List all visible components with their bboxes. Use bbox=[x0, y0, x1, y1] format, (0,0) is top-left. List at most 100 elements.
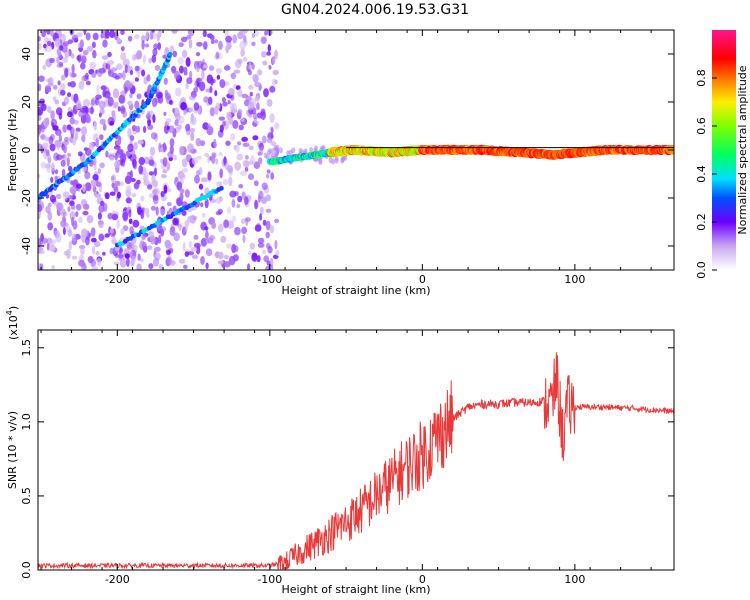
spectral-noise-blob bbox=[113, 261, 120, 266]
spectral-noise-blob bbox=[173, 232, 180, 242]
spectral-noise-blob bbox=[216, 74, 221, 80]
spectral-noise-blob bbox=[178, 42, 184, 48]
spectral-noise-blob bbox=[132, 219, 140, 228]
spectral-noise-blob bbox=[91, 265, 98, 270]
spectral-noise-blob bbox=[155, 206, 159, 216]
spectral-noise-blob bbox=[247, 263, 251, 270]
spectral-noise-blob bbox=[215, 67, 223, 74]
spectral-noise-blob bbox=[253, 161, 261, 169]
spectral-noise-blob bbox=[47, 211, 53, 221]
spectral-noise-blob bbox=[63, 96, 70, 105]
spectral-noise-blob bbox=[53, 229, 60, 239]
spectral-noise-blob bbox=[260, 111, 267, 120]
spectral-noise-blob bbox=[209, 35, 215, 40]
spectral-noise-blob bbox=[91, 237, 97, 243]
spectral-noise-blob bbox=[122, 211, 129, 222]
spectral-noise-blob bbox=[179, 188, 185, 194]
spectral-noise-blob bbox=[225, 140, 231, 146]
spectral-noise-blob bbox=[116, 140, 121, 146]
spectral-noise-blob bbox=[188, 107, 194, 113]
spectral-noise-blob bbox=[67, 82, 72, 87]
spectral-noise-blob bbox=[63, 250, 69, 256]
snr-multiplier-exp: 4 bbox=[5, 310, 14, 315]
spectral-noise-blob bbox=[38, 174, 41, 179]
spectral-noise-blob bbox=[247, 160, 255, 165]
spectral-noise-blob bbox=[158, 92, 162, 98]
spectral-noise-blob bbox=[39, 98, 46, 105]
spectral-noise-blob bbox=[217, 260, 224, 265]
spectral-noise-blob bbox=[110, 228, 114, 234]
spectral-noise-blob bbox=[207, 155, 211, 164]
spectral-noise-blob bbox=[218, 116, 225, 121]
spectral-noise-blob bbox=[134, 34, 140, 40]
spectral-noise-blob bbox=[260, 196, 268, 204]
spectral-noise-blob bbox=[56, 131, 61, 136]
colorbar bbox=[712, 30, 736, 270]
spectral-noise-blob bbox=[120, 105, 126, 114]
spectral-noise-blob bbox=[185, 82, 189, 90]
spectral-noise-blob bbox=[207, 123, 212, 131]
spectral-noise-blob bbox=[251, 32, 256, 39]
spectral-noise-blob bbox=[47, 202, 52, 208]
spectral-noise-blob bbox=[165, 92, 171, 101]
spectral-noise-blob bbox=[213, 105, 219, 115]
spectral-noise-blob bbox=[236, 153, 244, 161]
spectral-noise-blob bbox=[38, 143, 43, 150]
spectral-noise-blob bbox=[120, 228, 125, 235]
snr-y-label: SNR (10 * v/v) bbox=[6, 411, 19, 489]
spectral-noise-blob bbox=[191, 157, 198, 165]
spectral-noise-blob bbox=[231, 198, 236, 208]
spectral-noise-blob bbox=[89, 61, 97, 70]
spectral-noise-blob bbox=[113, 145, 121, 150]
spectral-noise-blob bbox=[64, 136, 69, 143]
spectral-noise-blob bbox=[45, 117, 50, 125]
spectral-noise-blob bbox=[241, 136, 249, 142]
spectral-noise-blob bbox=[242, 142, 250, 147]
spectral-noise-blob bbox=[74, 130, 79, 141]
spectral-noise-blob bbox=[66, 157, 70, 167]
spectral-noise-blob bbox=[83, 30, 87, 36]
spectral-noise-blob bbox=[137, 139, 144, 145]
spectral-noise-blob bbox=[53, 84, 58, 90]
spectral-noise-blob bbox=[45, 45, 52, 53]
spectral-noise-blob bbox=[82, 50, 89, 56]
spectral-noise-blob bbox=[226, 243, 232, 249]
spectral-noise-blob bbox=[272, 69, 279, 76]
spectral-noise-blob bbox=[46, 163, 51, 174]
spectral-noise-blob bbox=[50, 239, 57, 245]
spectral-noise-blob bbox=[85, 72, 89, 80]
spectral-noise-blob bbox=[136, 263, 142, 270]
spectral-noise-blob bbox=[178, 225, 182, 231]
spectral-noise-blob bbox=[68, 240, 73, 250]
spectral-noise-blob bbox=[223, 65, 231, 71]
spectral-noise-blob bbox=[227, 165, 233, 174]
spectral-noise-blob bbox=[49, 143, 56, 152]
spectral-noise-blob bbox=[188, 240, 193, 249]
spectral-noise-blob bbox=[51, 265, 56, 270]
colorbar-tick-label: 0.4 bbox=[695, 165, 708, 183]
spectral-noise-blob bbox=[53, 34, 58, 39]
spectral-noise-blob bbox=[254, 224, 262, 232]
colorbar-tick-label: 0.8 bbox=[695, 69, 708, 87]
spectral-noise-blob bbox=[235, 145, 240, 153]
spectral-noise-blob bbox=[203, 96, 209, 103]
spectral-noise-blob bbox=[181, 210, 187, 216]
spectral-noise-blob bbox=[230, 133, 236, 141]
spectral-noise-blob bbox=[90, 98, 95, 106]
svg-text:(x104): (x104) bbox=[5, 306, 20, 340]
spectral-noise-blob bbox=[143, 172, 149, 183]
spectral-noise-blob bbox=[244, 196, 249, 206]
spectral-noise-blob bbox=[114, 180, 121, 187]
spectral-noise-blob bbox=[181, 158, 188, 168]
spectral-noise-blob bbox=[102, 203, 108, 212]
spectral-noise-blob bbox=[60, 89, 66, 96]
spectral-noise-blob bbox=[129, 226, 134, 234]
spectral-noise-blob bbox=[179, 192, 184, 202]
spectral-noise-blob bbox=[260, 206, 264, 215]
spectral-noise-blob bbox=[254, 81, 261, 88]
spectral-noise-blob bbox=[237, 58, 243, 64]
spectral-noise-blob bbox=[271, 78, 276, 86]
spectral-noise-blob bbox=[163, 77, 168, 85]
spectral-noise-blob bbox=[133, 182, 140, 190]
spectral-noise-blob bbox=[46, 149, 50, 157]
